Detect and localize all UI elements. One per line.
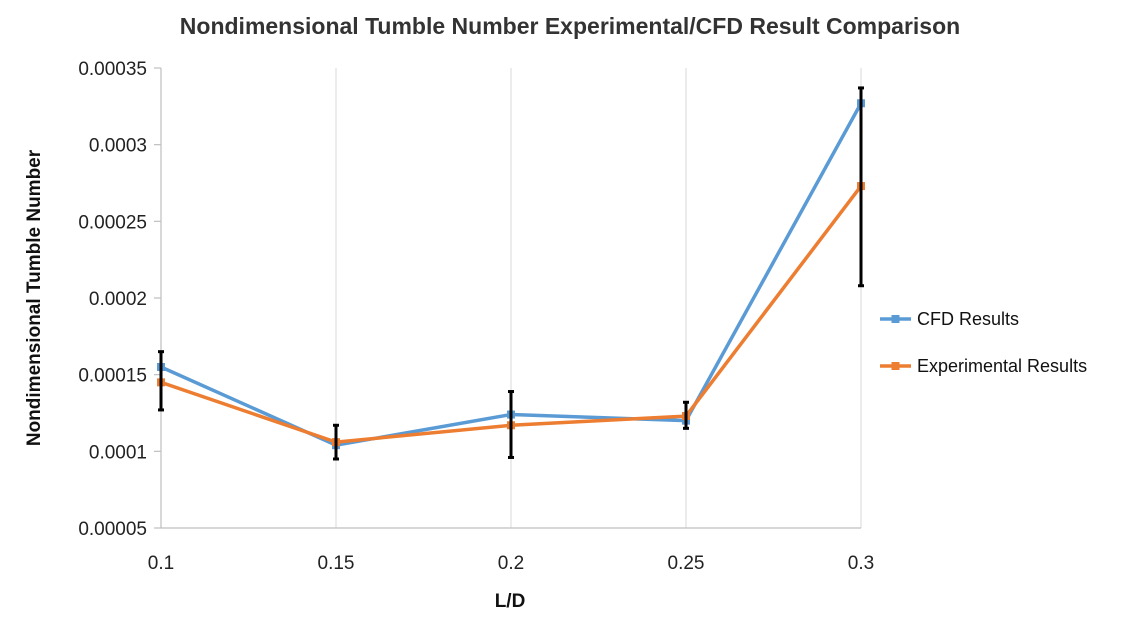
x-tick-label: 0.15 [318,553,355,574]
error-bars [158,86,864,461]
x-tick-label: 0.25 [668,553,705,574]
y-tick-label: 0.0001 [89,442,147,463]
y-tick-labels: 0.00005 0.0001 0.00015 0.0002 0.00025 0.0003 0… [78,59,147,540]
y-tick-label: 0.00025 [78,212,147,233]
axes [154,67,861,529]
legend-marker-0 [891,315,900,323]
y-tick-label: 0.00015 [78,366,147,387]
y-axis-label: Nondimensional Tumble Number [24,149,45,446]
y-tick-label: 0.00005 [78,519,147,540]
legend: CFD Results Experimental Results [880,309,1087,376]
y-tick-label: 0.00035 [78,59,147,80]
legend-label-1: Experimental Results [917,356,1087,376]
x-tick-label: 0.3 [848,553,874,574]
grid-lines [335,68,862,528]
x-axis-label: L/D [495,591,526,612]
y-tick-label: 0.0002 [89,289,147,310]
x-tick-label: 0.1 [148,553,174,574]
y-tick-label: 0.0003 [89,136,147,157]
chart-title: Nondimensional Tumble Number Experimenta… [180,13,960,39]
legend-marker-1 [891,362,900,370]
legend-label-0: CFD Results [917,309,1019,329]
x-tick-label: 0.2 [498,553,524,574]
x-tick-labels: 0.1 0.15 0.2 0.25 0.3 [148,553,874,574]
